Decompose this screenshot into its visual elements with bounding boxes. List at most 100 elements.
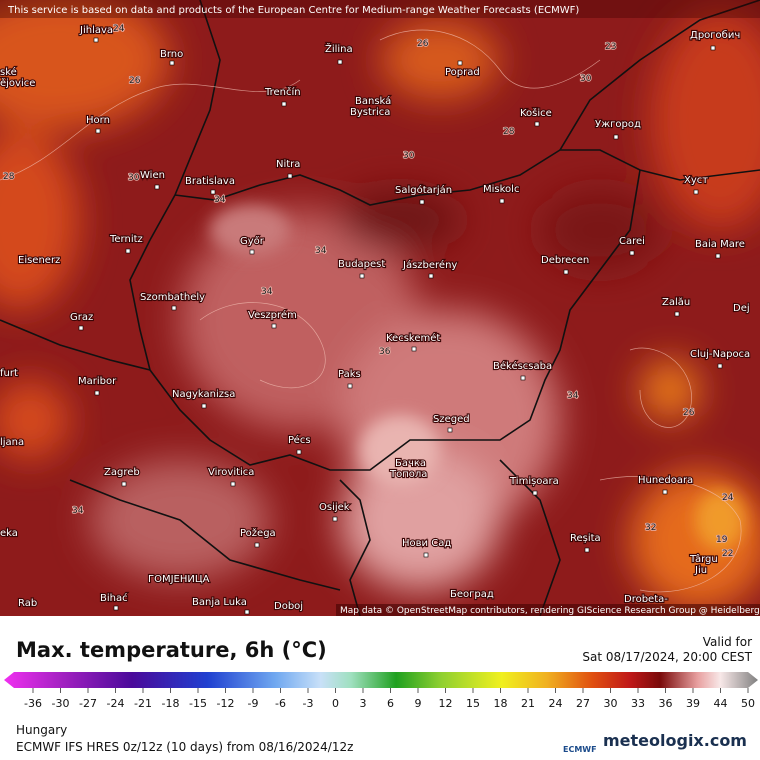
city-label: Kecskemét: [386, 332, 440, 344]
colorbar-tick-label: -27: [79, 697, 97, 710]
contour-label: 19: [716, 535, 728, 545]
colorbar-tick-label: -36: [24, 697, 42, 710]
city-dot: [201, 403, 207, 409]
contour-label: 36: [379, 347, 391, 357]
city-dot: [457, 60, 463, 66]
ecmwf-logo: ECMWF: [563, 745, 597, 754]
colorbar-tick-label: -12: [217, 697, 235, 710]
city-label: ljana: [0, 437, 24, 448]
colorbar-tick-label: 27: [576, 697, 590, 710]
colorbar-tick-label: -30: [52, 697, 70, 710]
contour-label: 34: [214, 195, 226, 205]
city-label: Maribor: [78, 376, 117, 387]
city-label: Bihać: [100, 592, 128, 604]
contour-label-layer: 24 26 23 26 30 28 30 28 30 34 34 34 36 34 26 34 24 19 22 32: [2, 23, 734, 560]
attribution-bar: [336, 604, 760, 616]
city-dot: [281, 101, 287, 107]
contour-label: 30: [128, 173, 140, 183]
city-dot: [254, 542, 260, 548]
model-info: ECMWF IFS HRES 0z/12z (10 days) from 08/…: [16, 740, 354, 754]
city-dot: [125, 248, 131, 254]
colorbar-tick-label: -6: [275, 697, 286, 710]
contour-label: 32: [645, 523, 656, 533]
city-dot: [154, 184, 160, 190]
city-label: Požega: [240, 527, 276, 539]
contour-label: 34: [261, 287, 273, 297]
city-label: Бачка: [395, 458, 426, 469]
city-dot: [534, 121, 540, 127]
temperature-field-detail: [210, 205, 745, 550]
city-label: Nagykanizsa: [172, 389, 235, 400]
city-dot: [337, 59, 343, 65]
city-label: Szombathely: [140, 292, 205, 303]
colorbar-tick-label: 50: [741, 697, 755, 710]
city-dot: [717, 363, 723, 369]
city-label: Jihlava: [79, 25, 113, 36]
city-dot: [113, 605, 119, 611]
city-dot: [296, 449, 302, 455]
city-dot: [169, 60, 175, 66]
legend-title: Max. temperature, 6h (°C): [16, 638, 327, 662]
city-dot: [613, 134, 619, 140]
valid-label: Valid for: [702, 635, 752, 649]
city-label: Poprad: [445, 67, 480, 78]
contour-label: 28: [3, 172, 15, 182]
city-label: ějovice: [0, 77, 35, 89]
city-label: Timișoara: [509, 476, 559, 487]
city-label: Ternitz: [109, 234, 143, 245]
city-label: Szeged: [433, 414, 470, 425]
map: This service is based on data and produc…: [0, 0, 760, 616]
isotherms: [0, 29, 742, 593]
city-dot: [411, 346, 417, 352]
city-dot: [520, 375, 526, 381]
contour-label: 26: [129, 76, 141, 86]
colorbar-tick-label: 24: [549, 697, 563, 710]
city-label: ГОМЈЕНИЦА: [148, 574, 210, 585]
city-dot: [499, 198, 505, 204]
colorbar-tick-label: 44: [714, 697, 728, 710]
city-dot: [244, 609, 250, 615]
city-label: Baia Mare: [695, 239, 745, 250]
city-label: Graz: [70, 312, 93, 323]
city-label: Београд: [450, 589, 494, 600]
city-dot: [419, 199, 425, 205]
colorbar-tick-label: 30: [604, 697, 618, 710]
city-layer: Jihlava Brno Žilina Poprad Дрогобич skéějovic…: [0, 24, 751, 615]
city-label: Győr: [240, 235, 265, 247]
city-label: Топола: [389, 469, 427, 480]
city-dot: [271, 323, 277, 329]
city-label: Veszprém: [248, 309, 297, 321]
colorbar-tick-label: -18: [162, 697, 180, 710]
contour-label: 34: [567, 391, 579, 401]
city-dot: [121, 481, 127, 487]
city-label: Nitra: [276, 159, 300, 170]
city-label: Bratislava: [185, 176, 235, 187]
notice: This service is based on data and produc…: [7, 5, 579, 16]
colorbar-tick-label: 12: [439, 697, 453, 710]
city-label: Békéscsaba: [493, 360, 552, 372]
city-dot: [332, 516, 338, 522]
city-dot: [584, 547, 590, 553]
city-label: Trenčín: [264, 86, 301, 98]
city-label: Târgu: [689, 553, 718, 565]
city-label: Doboj: [274, 601, 303, 612]
city-label: Pécs: [288, 434, 311, 446]
city-label: Нови Сад: [402, 538, 451, 549]
colorbar-fill: [4, 672, 758, 688]
city-label: Reșita: [570, 533, 601, 544]
colorbar-tick-label: -24: [107, 697, 125, 710]
colorbar-tick-label: 18: [494, 697, 508, 710]
city-dot: [693, 189, 699, 195]
city-label: Banja Luka: [192, 597, 247, 608]
city-dot: [563, 269, 569, 275]
city-label: Dej: [733, 303, 750, 314]
brand: meteologix.com: [603, 731, 747, 750]
colorbar-tick-label: 6: [387, 697, 394, 710]
city-dot: [662, 489, 668, 495]
city-label: Horn: [86, 115, 110, 126]
city-label: Osijek: [319, 502, 350, 513]
city-label: Košice: [520, 107, 552, 119]
city-label: Miskolc: [483, 184, 519, 195]
city-label: Paks: [338, 369, 361, 380]
